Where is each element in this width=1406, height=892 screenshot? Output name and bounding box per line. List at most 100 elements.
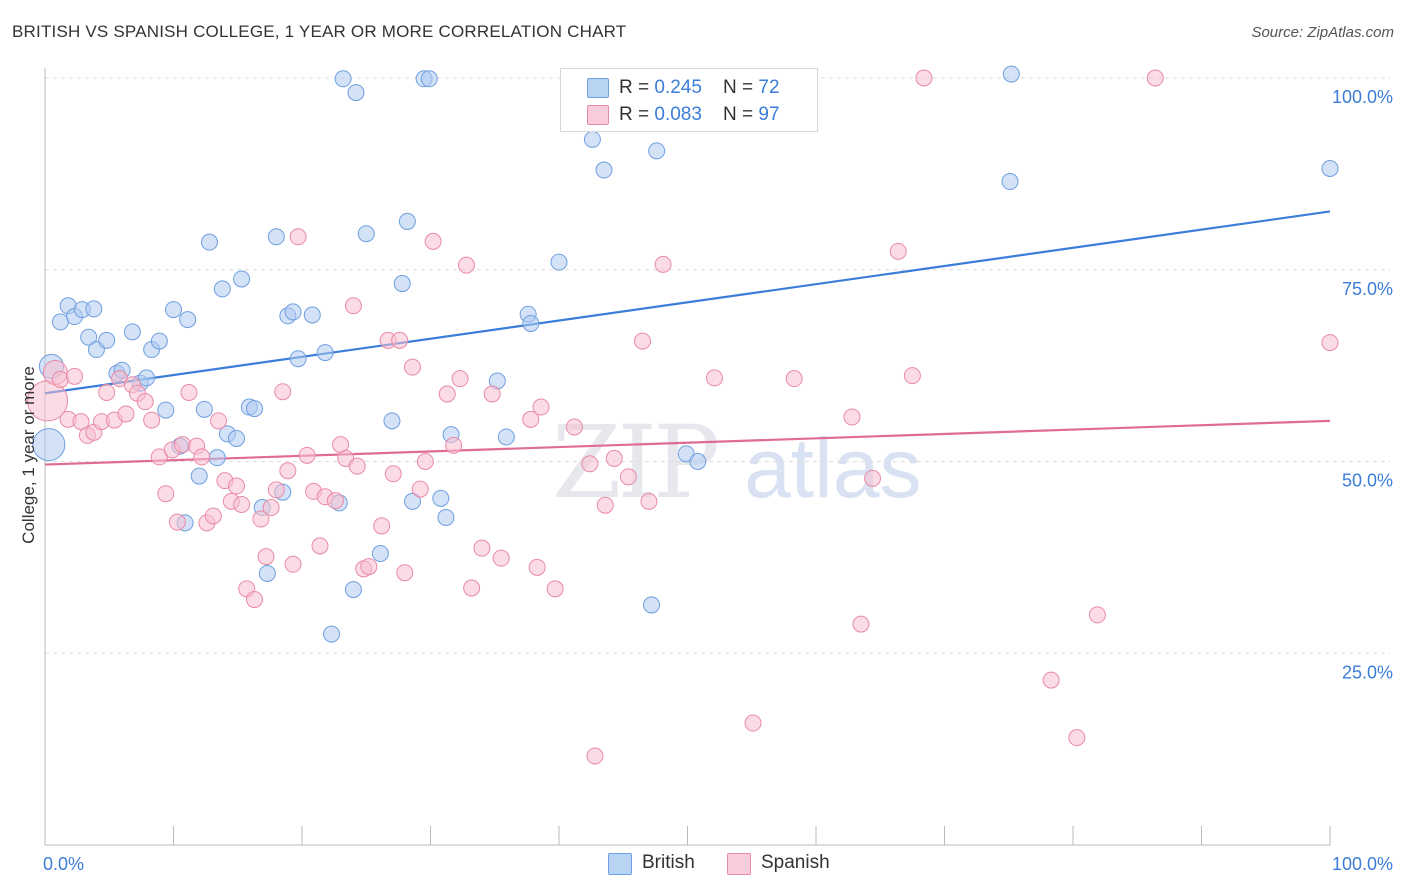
y-tick-label: 100.0% [1332,87,1393,107]
spanish-point [522,410,540,428]
british-point [393,275,411,293]
spanish-point [411,480,429,498]
spanish-point [252,510,270,528]
spanish-point [889,242,907,260]
british-point [398,212,416,230]
spanish-point [227,477,245,495]
chart-title: BRITISH VS SPANISH COLLEGE, 1 YEAR OR MO… [12,22,627,41]
british-point [258,564,276,582]
spanish-point [168,513,186,531]
spanish-point [546,580,564,598]
spanish-point [463,579,481,597]
british-point [32,428,66,462]
spanish-point [51,370,69,388]
british-point [1002,65,1020,83]
spanish-point [204,507,222,525]
british-point [303,306,321,324]
british-point [432,489,450,507]
british-point [51,313,69,331]
british-n-value: 72 [758,77,780,98]
british-point [80,328,98,346]
british-point [267,228,285,246]
british-point [1001,173,1019,191]
spanish-point [257,548,275,566]
spanish-point [532,398,550,416]
british-point [404,492,422,510]
spanish-point [596,496,614,514]
y-tick-label: 25.0% [1342,662,1393,682]
british-point [200,233,218,251]
spanish-point [284,555,302,573]
spanish-point [360,558,378,576]
spanish-point [424,232,442,250]
spanish-point [157,485,175,503]
trend-lines [44,210,1331,466]
spanish-trend-line [44,419,1331,466]
spanish-point [344,297,362,315]
british-point [195,400,213,418]
british-point [437,508,455,526]
british-point [165,301,182,319]
spanish-point [654,255,672,273]
spanish-point [483,385,501,403]
spanish-point [445,436,463,454]
spanish-n-label: N = [723,104,759,125]
spanish-point [565,418,583,436]
spanish-point [384,465,402,483]
british-point [289,350,307,368]
legend-row-spanish: R = 0.083 N = 97 [561,100,817,128]
spanish-point [843,408,861,426]
legend-row-british: R = 0.245 N = 72 [561,73,817,101]
spanish-point [373,517,391,535]
british-point [98,331,116,349]
british-point [150,332,168,350]
british-r-value: 0.245 [654,77,702,98]
spanish-point [785,370,803,388]
spanish-legend-label: Spanish [761,852,830,873]
y-tick-label: 75.0% [1342,279,1393,299]
series-legend: British Spanish [0,852,1406,876]
british-point [123,323,141,341]
spanish-point [326,492,344,510]
spanish-point [1068,729,1086,747]
spanish-point [852,615,870,633]
spanish-point [193,448,211,466]
spanish-point [66,367,84,385]
spanish-point [915,69,933,87]
british-point [316,344,334,362]
british-point [595,161,613,179]
tick-labels: 25.0% 50.0% 75.0% 100.0% 0.0% 100.0% [43,87,1393,874]
spanish-point [136,393,154,411]
spanish-point [416,453,434,470]
british-point [689,453,707,470]
spanish-point [1088,606,1106,624]
british-point [344,581,362,599]
spanish-point [705,369,723,387]
british-legend-label: British [642,852,695,873]
british-r-label: R = [619,77,655,98]
spanish-point [143,411,161,429]
british-point [208,449,226,467]
british-point [643,596,661,614]
british-point [190,467,208,485]
british-point [323,625,341,643]
british-point [420,70,438,88]
spanish-r-value: 0.083 [654,104,702,125]
spanish-point [605,449,623,467]
spanish-point [274,383,292,401]
source-label: Source: ZipAtlas.com [1251,24,1394,41]
data-points [27,65,1339,765]
british-point [179,311,197,329]
spanish-point [1146,69,1164,87]
spanish-point [404,358,422,376]
british-point [383,412,401,430]
spanish-point [245,591,263,609]
british-point [550,253,568,271]
british-point [85,300,103,318]
spanish-point [209,412,227,430]
british-point [233,270,251,288]
y-axis-label: College, 1 year or more [19,366,38,544]
british-point [522,314,540,332]
spanish-point [586,747,604,765]
spanish-point [72,413,90,431]
